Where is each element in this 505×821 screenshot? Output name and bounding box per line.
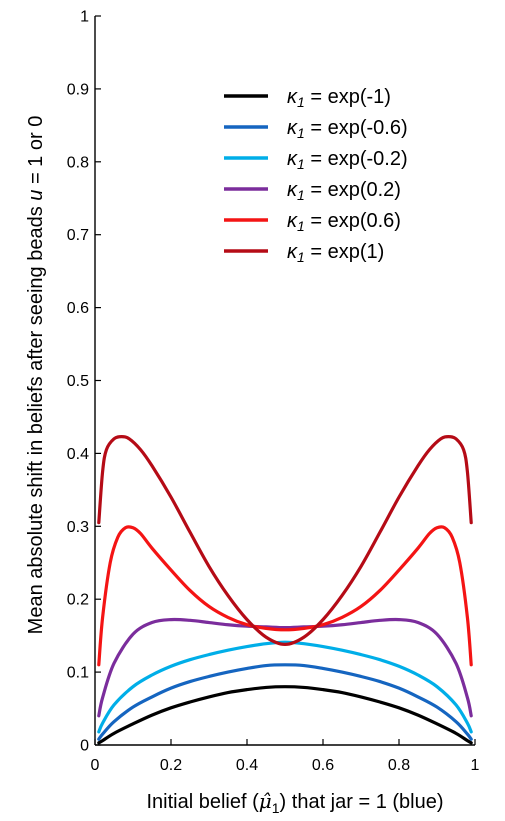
x-tick-label: 1 [471, 757, 480, 774]
y-tick-label: 0.3 [67, 519, 89, 536]
legend-symbol: κ [287, 241, 298, 263]
y-axis-title-prefix: Mean absolute shift in beliefs after see… [25, 201, 47, 635]
legend-text: = exp(-0.2) [305, 148, 408, 170]
y-tick-label: 0.7 [67, 227, 89, 244]
x-tick-label: 0.2 [160, 757, 182, 774]
legend-subscript: 1 [297, 187, 305, 203]
y-tick-label: 0.5 [67, 373, 89, 390]
y-axis-title-suffix: = 1 or 0 [25, 116, 47, 190]
y-tick-label: 0.6 [67, 300, 89, 317]
series-line-5 [97, 525, 473, 667]
y-axis-title-variable: u [25, 190, 47, 201]
legend-text: = exp(-0.6) [305, 117, 408, 139]
x-tick-label: 0 [91, 757, 100, 774]
legend-text: = exp(-1) [305, 86, 391, 108]
y-tick-label: 0 [80, 738, 89, 755]
series-line-2 [97, 663, 473, 741]
legend-subscript: 1 [297, 125, 305, 141]
legend-text: = exp(1) [305, 241, 384, 263]
series-line-3 [97, 640, 473, 734]
legend-subscript: 1 [297, 249, 305, 265]
x-tick-label: 0.4 [236, 757, 258, 774]
legend-label-3: κ1 = exp(-0.2) [287, 148, 408, 172]
x-axis-title-suffix: ) that jar = 1 (blue) [280, 791, 444, 813]
legend-symbol: κ [287, 86, 298, 108]
y-tick-label: 0.8 [67, 154, 89, 171]
axes [94, 16, 475, 746]
legend-label-2: κ1 = exp(-0.6) [287, 117, 408, 141]
y-tick-label: 0.1 [67, 665, 89, 682]
legend-text: = exp(0.2) [305, 179, 401, 201]
legend-symbol: κ [287, 117, 298, 139]
y-tick-label: 0.9 [67, 81, 89, 98]
x-axis-title: Initial belief (μ̂1) that jar = 1 (blue) [146, 789, 443, 816]
legend-subscript: 1 [297, 94, 305, 110]
series-line-6 [97, 435, 473, 646]
legend-label-5: κ1 = exp(0.6) [287, 210, 401, 234]
series-line-4 [97, 617, 473, 718]
legend-symbol: κ [287, 210, 298, 232]
ticks: 0 0.1 0.2 0.3 0.4 0.5 0.6 0.7 0.8 0.9 1 0 0.2 0.4 0.6 0… [67, 9, 480, 775]
x-axis-title-subscript: 1 [272, 800, 280, 816]
x-axis-title-symbol: μ̂ [259, 789, 272, 813]
x-tick-label: 0.8 [388, 757, 410, 774]
legend-symbol: κ [287, 148, 298, 170]
legend-text: = exp(0.6) [305, 210, 401, 232]
series-line-1 [97, 685, 473, 745]
legend: κ1 = exp(-1)κ1 = exp(-0.6)κ1 = exp(-0.2)… [224, 86, 408, 265]
legend-subscript: 1 [297, 156, 305, 172]
legend-label-4: κ1 = exp(0.2) [287, 179, 401, 203]
x-axis-title-prefix: Initial belief ( [146, 791, 259, 813]
legend-label-6: κ1 = exp(1) [287, 241, 384, 265]
legend-label-1: κ1 = exp(-1) [287, 86, 391, 110]
legend-subscript: 1 [297, 218, 305, 234]
x-tick-label: 0.6 [312, 757, 334, 774]
y-tick-label: 0.2 [67, 592, 89, 609]
series-layer [97, 435, 473, 745]
y-tick-label: 0.4 [67, 446, 89, 463]
y-axis-title: Mean absolute shift in beliefs after see… [25, 116, 47, 635]
y-tick-label: 1 [80, 9, 89, 26]
legend-symbol: κ [287, 179, 298, 201]
